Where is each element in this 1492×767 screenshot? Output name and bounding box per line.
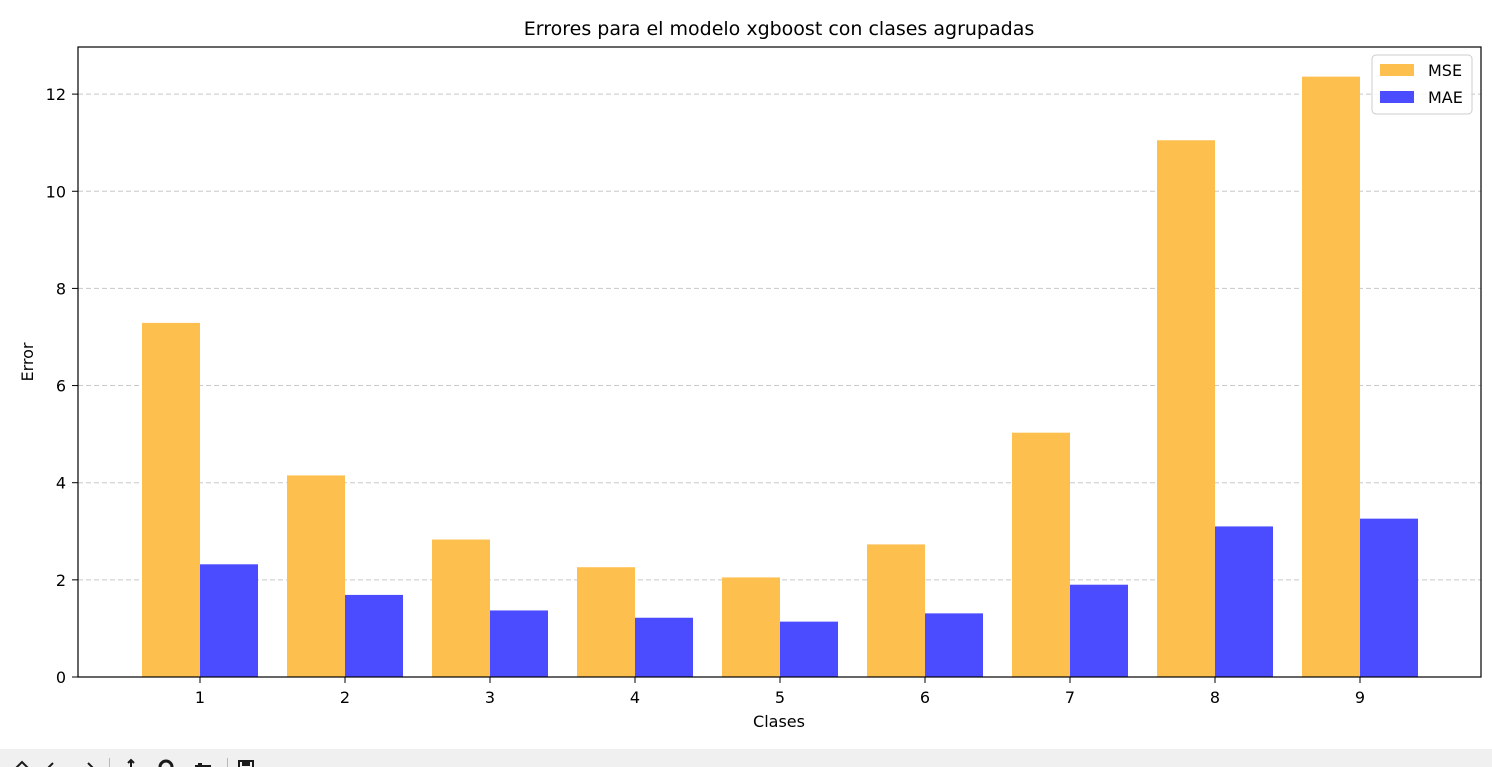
bar-mse-3	[432, 539, 490, 677]
bar-mse-5	[722, 577, 780, 677]
y-tick-label: 12	[46, 85, 66, 104]
x-axis-label: Clases	[753, 712, 805, 731]
bar-mae-1	[200, 564, 258, 677]
legend-label-mae: MAE	[1428, 88, 1463, 107]
legend: MSE MAE	[1371, 54, 1473, 115]
x-tick-label: 3	[485, 688, 495, 707]
bar-mae-9	[1360, 518, 1418, 677]
x-tick-label: 5	[775, 688, 785, 707]
configure-subplots-icon[interactable]	[193, 758, 213, 767]
bars	[142, 76, 1418, 678]
toolbar-separator	[109, 758, 110, 767]
legend-label-mse: MSE	[1428, 61, 1462, 80]
bar-mse-6	[867, 544, 925, 677]
bar-mae-7	[1070, 584, 1128, 677]
legend-swatch-mse	[1380, 64, 1414, 76]
y-tick-label: 8	[56, 279, 66, 298]
y-tick-label: 0	[56, 668, 66, 687]
x-tick-label: 2	[340, 688, 350, 707]
forward-icon[interactable]	[77, 758, 97, 767]
bar-mae-8	[1215, 526, 1273, 677]
y-tick-label: 6	[56, 377, 66, 396]
bar-mae-5	[780, 621, 838, 677]
bar-mse-2	[287, 475, 345, 677]
x-tick-label: 8	[1210, 688, 1220, 707]
bar-mse-4	[577, 567, 635, 677]
y-axis-label: Error	[18, 342, 37, 381]
save-icon[interactable]	[236, 758, 256, 767]
zoom-icon[interactable]	[157, 758, 177, 767]
x-tick-label: 7	[1065, 688, 1075, 707]
bar-mse-8	[1157, 140, 1215, 678]
bar-mae-3	[490, 610, 548, 677]
bar-mse-9	[1302, 76, 1360, 678]
bar-mae-4	[635, 617, 693, 677]
navigation-toolbar	[0, 749, 1492, 767]
pan-icon[interactable]	[121, 758, 141, 767]
y-tick-label: 2	[56, 571, 66, 590]
x-tick-label: 4	[630, 688, 640, 707]
bar-mse-1	[142, 322, 200, 677]
back-icon[interactable]	[44, 758, 64, 767]
bar-mse-7	[1012, 432, 1070, 677]
x-tick-label: 1	[195, 688, 205, 707]
x-tick-label: 6	[920, 688, 930, 707]
toolbar-separator	[227, 758, 228, 767]
bar-mae-2	[345, 594, 403, 677]
x-axis: 1 2 3 4 5 6 7 8 9	[195, 677, 1365, 707]
y-tick-label: 10	[46, 182, 66, 201]
y-tick-label: 4	[56, 474, 66, 493]
x-tick-label: 9	[1355, 688, 1365, 707]
legend-swatch-mae	[1380, 91, 1414, 103]
y-axis: 0 2 4 6 8 10 12	[46, 85, 78, 687]
home-icon[interactable]	[12, 758, 32, 767]
chart: Errores para el modelo xgboost con clase…	[18, 18, 1482, 731]
bar-mae-6	[925, 613, 983, 677]
chart-title: Errores para el modelo xgboost con clase…	[524, 18, 1034, 40]
